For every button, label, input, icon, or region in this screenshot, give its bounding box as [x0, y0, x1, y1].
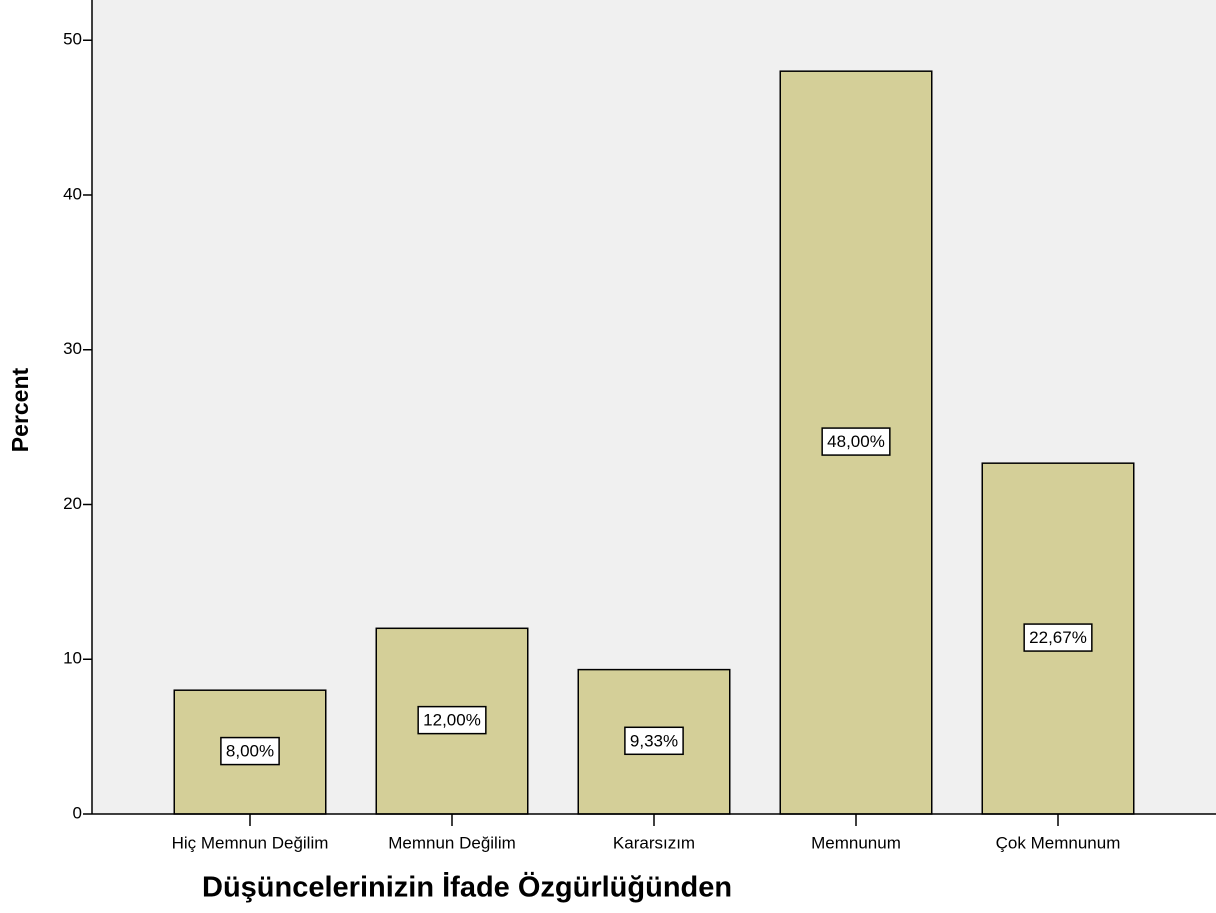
- y-axis-label: Percent: [7, 367, 33, 452]
- x-axis-label: Düşüncelerinizin İfade Özgürlüğünden: [202, 871, 732, 904]
- value-label: 48,00%: [827, 432, 885, 451]
- y-tick-label: 50: [63, 30, 82, 49]
- x-tick-label: Kararsızım: [613, 833, 695, 852]
- x-tick-label: Memnunum: [811, 833, 901, 852]
- value-label-box: [220, 736, 280, 766]
- x-tick-label: Çok Memnunum: [996, 833, 1121, 852]
- value-label-box: [417, 705, 487, 735]
- x-tick-label: Memnun Değilim: [388, 833, 516, 852]
- y-tick-label: 20: [63, 494, 82, 513]
- value-label-box: [624, 726, 684, 756]
- value-label: 12,00%: [423, 711, 481, 730]
- value-label-box: [1023, 623, 1093, 652]
- y-tick-label: 30: [63, 339, 82, 358]
- value-label-box: [821, 427, 891, 456]
- value-label: 22,67%: [1029, 628, 1087, 647]
- value-label: 8,00%: [226, 742, 274, 761]
- y-tick-label: 10: [63, 649, 82, 668]
- y-tick-label: 0: [73, 803, 82, 822]
- value-label: 9,33%: [630, 731, 678, 750]
- y-tick-label: 40: [63, 184, 82, 203]
- x-tick-label: Hiç Memnun Değilim: [172, 833, 329, 852]
